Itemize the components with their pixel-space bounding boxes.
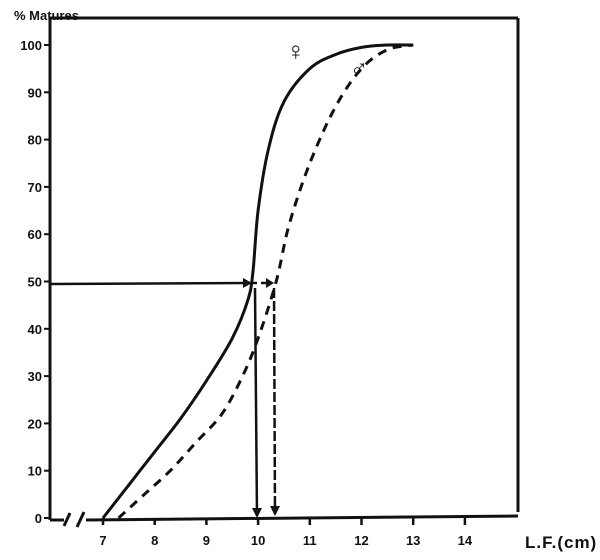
x-tick-label: 13: [406, 533, 420, 548]
x-axis-title: L.F.(cm): [525, 533, 597, 552]
male-curve: [117, 43, 414, 520]
x-axis-ticks: 7 8 9 10 11 12 13 14: [99, 518, 473, 548]
y-tick-label: 70: [28, 180, 42, 195]
plot-frame: [48, 16, 520, 520]
y-axis-title: % Matures: [14, 8, 79, 23]
axis-break-mark: [75, 511, 86, 528]
y-tick-label: 10: [28, 464, 42, 479]
x-tick-label: 9: [203, 533, 210, 548]
female-symbol-icon: ♀: [286, 36, 306, 66]
y-tick-label: 30: [28, 369, 42, 384]
male-symbol-icon: ♂: [350, 55, 368, 82]
x-axis: [50, 511, 519, 528]
x-tick-label: 12: [354, 533, 368, 548]
x-tick-label: 8: [151, 533, 158, 548]
female-curve: [101, 43, 414, 519]
l50-guides: [49, 278, 280, 518]
x-tick-label: 7: [99, 533, 106, 548]
x-tick-label: 11: [303, 533, 317, 548]
y-tick-label: 90: [28, 85, 42, 100]
y-tick-label: 60: [28, 227, 42, 242]
y-tick-label: 40: [28, 322, 42, 337]
y-tick-label: 20: [28, 416, 42, 431]
y-tick-label: 80: [28, 133, 42, 148]
x-tick-label: 10: [251, 533, 265, 548]
y-tick-label: 0: [35, 511, 42, 526]
y-tick-label: 100: [20, 38, 42, 53]
axis-break-mark: [62, 512, 72, 527]
y-tick-label: 50: [28, 275, 42, 290]
x-tick-label: 14: [458, 533, 473, 548]
y-axis-ticks: 0 10 20 30 40 50 60 70 80 90 100: [20, 38, 50, 526]
